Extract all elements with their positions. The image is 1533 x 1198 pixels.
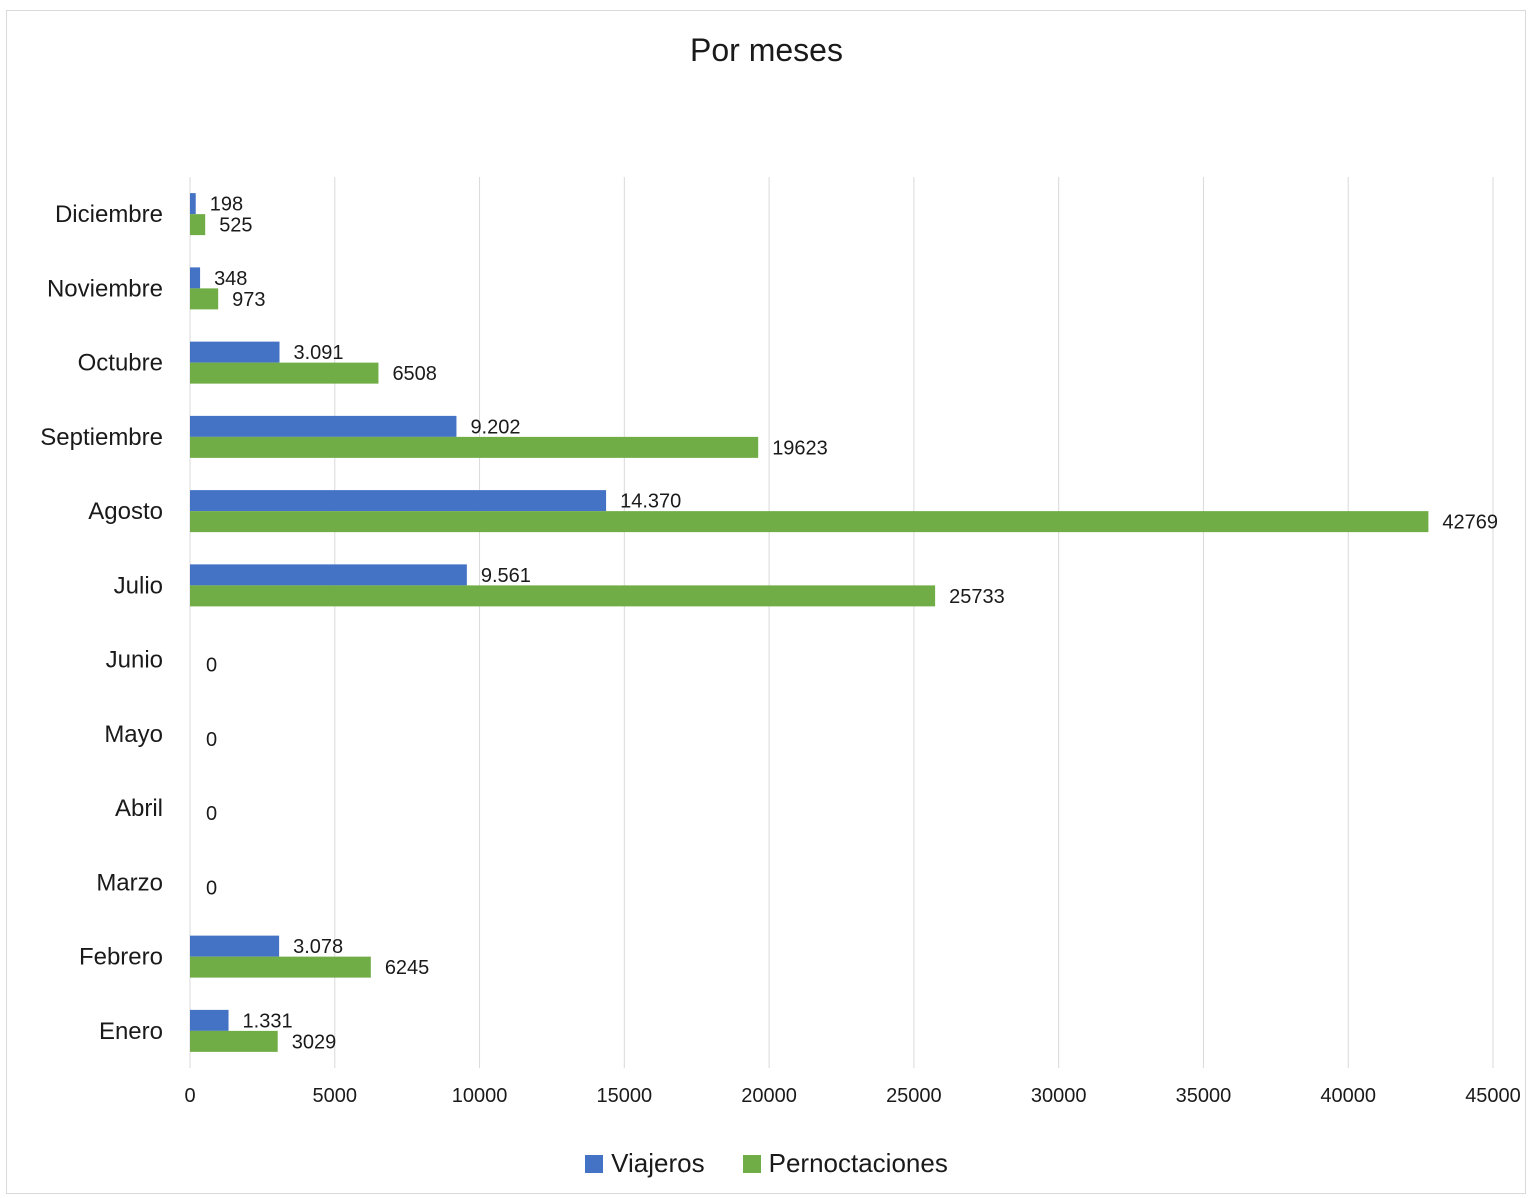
category-label: Agosto xyxy=(88,498,163,525)
category-label: Noviembre xyxy=(47,275,163,302)
data-label: 0 xyxy=(206,729,217,751)
data-label: 3.078 xyxy=(293,936,343,958)
category-label: Diciembre xyxy=(55,201,163,228)
category-label: Septiembre xyxy=(40,424,163,451)
chart-title: Por meses xyxy=(690,32,843,68)
legend-item-viajeros: Viajeros xyxy=(585,1148,705,1179)
x-tick-label: 45000 xyxy=(1465,1085,1521,1107)
bar-pernoctaciones xyxy=(190,585,936,607)
legend-label-viajeros: Viajeros xyxy=(611,1148,705,1178)
legend-label-pernoctaciones: Pernoctaciones xyxy=(768,1148,948,1178)
bar-viajeros xyxy=(190,267,201,289)
bar-pernoctaciones xyxy=(190,1030,278,1052)
bar-pernoctaciones xyxy=(190,956,371,978)
data-label: 9.561 xyxy=(481,565,531,587)
bar-viajeros xyxy=(190,193,196,215)
data-label: 0 xyxy=(206,877,217,899)
data-label: 198 xyxy=(210,194,243,216)
bar-viajeros xyxy=(190,341,280,363)
category-label: Febrero xyxy=(79,944,163,971)
data-label: 1.331 xyxy=(243,1010,293,1032)
x-tick-label: 40000 xyxy=(1320,1085,1376,1107)
data-label: 42769 xyxy=(1442,512,1498,534)
legend: Viajeros Pernoctaciones xyxy=(0,1148,1533,1179)
x-tick-label: 20000 xyxy=(741,1085,797,1107)
data-label: 348 xyxy=(214,268,247,290)
data-label: 0 xyxy=(206,655,217,677)
x-tick-label: 35000 xyxy=(1176,1085,1232,1107)
data-label: 0 xyxy=(206,803,217,825)
legend-item-pernoctaciones: Pernoctaciones xyxy=(742,1148,948,1179)
x-tick-label: 30000 xyxy=(1031,1085,1087,1107)
category-label: Mayo xyxy=(104,721,163,748)
data-label: 6508 xyxy=(392,363,437,385)
x-tick-label: 0 xyxy=(184,1085,195,1107)
data-label: 14.370 xyxy=(620,491,681,513)
bar-viajeros xyxy=(190,564,467,586)
bar-pernoctaciones xyxy=(190,362,379,384)
data-label: 525 xyxy=(219,215,252,237)
bar-viajeros xyxy=(190,490,607,512)
bar-viajeros xyxy=(190,1009,229,1031)
x-tick-label: 15000 xyxy=(597,1085,653,1107)
data-label: 3029 xyxy=(292,1031,337,1053)
x-tick-label: 25000 xyxy=(886,1085,942,1107)
x-tick-label: 10000 xyxy=(452,1085,508,1107)
x-tick-label: 5000 xyxy=(313,1085,358,1107)
bar-viajeros xyxy=(190,935,280,957)
bar-pernoctaciones xyxy=(190,288,219,310)
category-label: Abril xyxy=(115,795,163,822)
chart-frame xyxy=(6,10,1526,1194)
category-label: Julio xyxy=(114,572,163,599)
bar-pernoctaciones xyxy=(190,214,206,236)
data-label: 3.091 xyxy=(294,342,344,364)
legend-swatch-viajeros xyxy=(585,1154,604,1173)
data-label: 973 xyxy=(232,289,265,311)
data-label: 9.202 xyxy=(470,416,520,438)
data-label: 6245 xyxy=(385,957,430,979)
legend-swatch-pernoctaciones xyxy=(742,1154,761,1173)
data-label: 19623 xyxy=(772,437,828,459)
bar-viajeros xyxy=(190,415,457,437)
category-label: Octubre xyxy=(78,350,163,377)
category-label: Junio xyxy=(106,647,163,674)
category-label: Enero xyxy=(99,1018,163,1045)
bar-pernoctaciones xyxy=(190,436,759,458)
bar-pernoctaciones xyxy=(190,511,1429,533)
data-label: 25733 xyxy=(949,586,1005,608)
category-label: Marzo xyxy=(96,869,163,896)
